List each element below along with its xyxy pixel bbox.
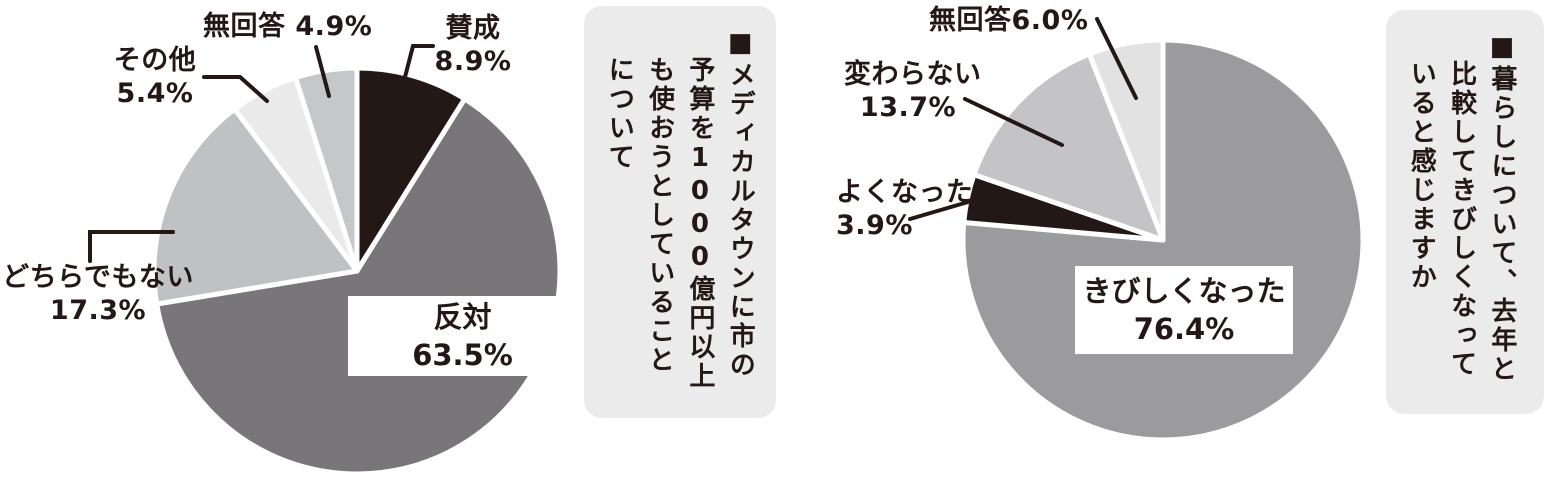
pie-right-living bbox=[960, 37, 1366, 443]
title-column-line: いると感じますか bbox=[1406, 60, 1437, 292]
label-sansei: 賛成 8.9% bbox=[425, 13, 521, 79]
pie-slice-2 bbox=[151, 106, 360, 307]
label-sonota-name: その他 bbox=[113, 45, 197, 76]
label-yokunatta-pct: 3.9% bbox=[836, 209, 913, 241]
pie-slice-4 bbox=[292, 65, 360, 274]
leader-line-mukaito-right bbox=[1095, 17, 1138, 100]
label-hantai-box: 反対 63.5% bbox=[348, 296, 577, 376]
title-column-line: 予算を1000億円以上 bbox=[684, 56, 715, 391]
label-mukaito-right-text: 無回答6.0% bbox=[929, 5, 1089, 36]
title-column-line: 比較してきびしくなって bbox=[1446, 60, 1477, 379]
label-yokunatta: よくなった 3.9% bbox=[836, 177, 974, 243]
title-column-line: ■暮らしについて、去年と bbox=[1486, 32, 1517, 384]
label-hantai-pct: 63.5% bbox=[412, 337, 513, 372]
label-yokunatta-name: よくなった bbox=[836, 177, 974, 208]
title-box-right: ■暮らしについて、去年と 比較してきびしくなって いると感じますか bbox=[1386, 10, 1544, 414]
label-kawaranai: 変わらない 13.7% bbox=[844, 59, 982, 125]
title-column-line: について bbox=[604, 56, 635, 172]
label-sansei-name: 賛成 bbox=[445, 13, 501, 44]
pie-slice-0 bbox=[354, 65, 468, 274]
label-kawaranai-pct: 13.7% bbox=[859, 91, 957, 123]
leader-line-kawaranai bbox=[963, 97, 1064, 147]
leader-line-mukaito-left bbox=[314, 45, 331, 98]
label-mukaito-left: 無回答 4.9% bbox=[203, 11, 372, 44]
leader-line-dochira bbox=[88, 230, 175, 263]
label-hantai-name: 反対 bbox=[433, 300, 492, 334]
pie-slice-1 bbox=[154, 96, 563, 477]
label-dochira: どちらでもない 17.3% bbox=[2, 262, 194, 328]
title-box-left: ■メディカルタウンに市の 予算を1000億円以上 も使おうとしていること について bbox=[584, 6, 776, 418]
pie-left-budget bbox=[151, 65, 563, 477]
label-kawaranai-name: 変わらない bbox=[844, 59, 982, 90]
label-mukaito-right: 無回答6.0% bbox=[929, 5, 1088, 38]
leader-line-yokunatta bbox=[908, 200, 970, 221]
pie-slice-3 bbox=[1086, 37, 1166, 243]
title-column-line: も使おうとしていること bbox=[644, 56, 675, 375]
label-dochira-name: どちらでもない bbox=[2, 262, 194, 293]
pie-slice-2 bbox=[971, 51, 1166, 243]
title-right-vertical-text: ■暮らしについて、去年と 比較してきびしくなって いると感じますか bbox=[1386, 10, 1537, 414]
label-sansei-pct: 8.9% bbox=[434, 45, 512, 77]
label-kibishiku-name: きびしくなった bbox=[1082, 274, 1286, 308]
label-kibishiku-pct: 76.4% bbox=[1133, 311, 1235, 346]
label-sonota-pct: 5.4% bbox=[116, 77, 194, 109]
label-kibishiku-box: きびしくなった 76.4% bbox=[1075, 266, 1293, 354]
label-dochira-pct: 17.3% bbox=[49, 294, 147, 326]
leader-line-sonota bbox=[202, 75, 269, 103]
label-mukaito-left-text: 無回答 4.9% bbox=[203, 11, 373, 42]
leader-line-sansei bbox=[403, 44, 435, 79]
title-left-vertical-text: ■メディカルタウンに市の 予算を1000億円以上 も使おうとしていること について bbox=[584, 6, 775, 418]
label-sonota: その他 5.4% bbox=[108, 45, 202, 111]
title-column-line: ■メディカルタウンに市の bbox=[725, 28, 756, 380]
